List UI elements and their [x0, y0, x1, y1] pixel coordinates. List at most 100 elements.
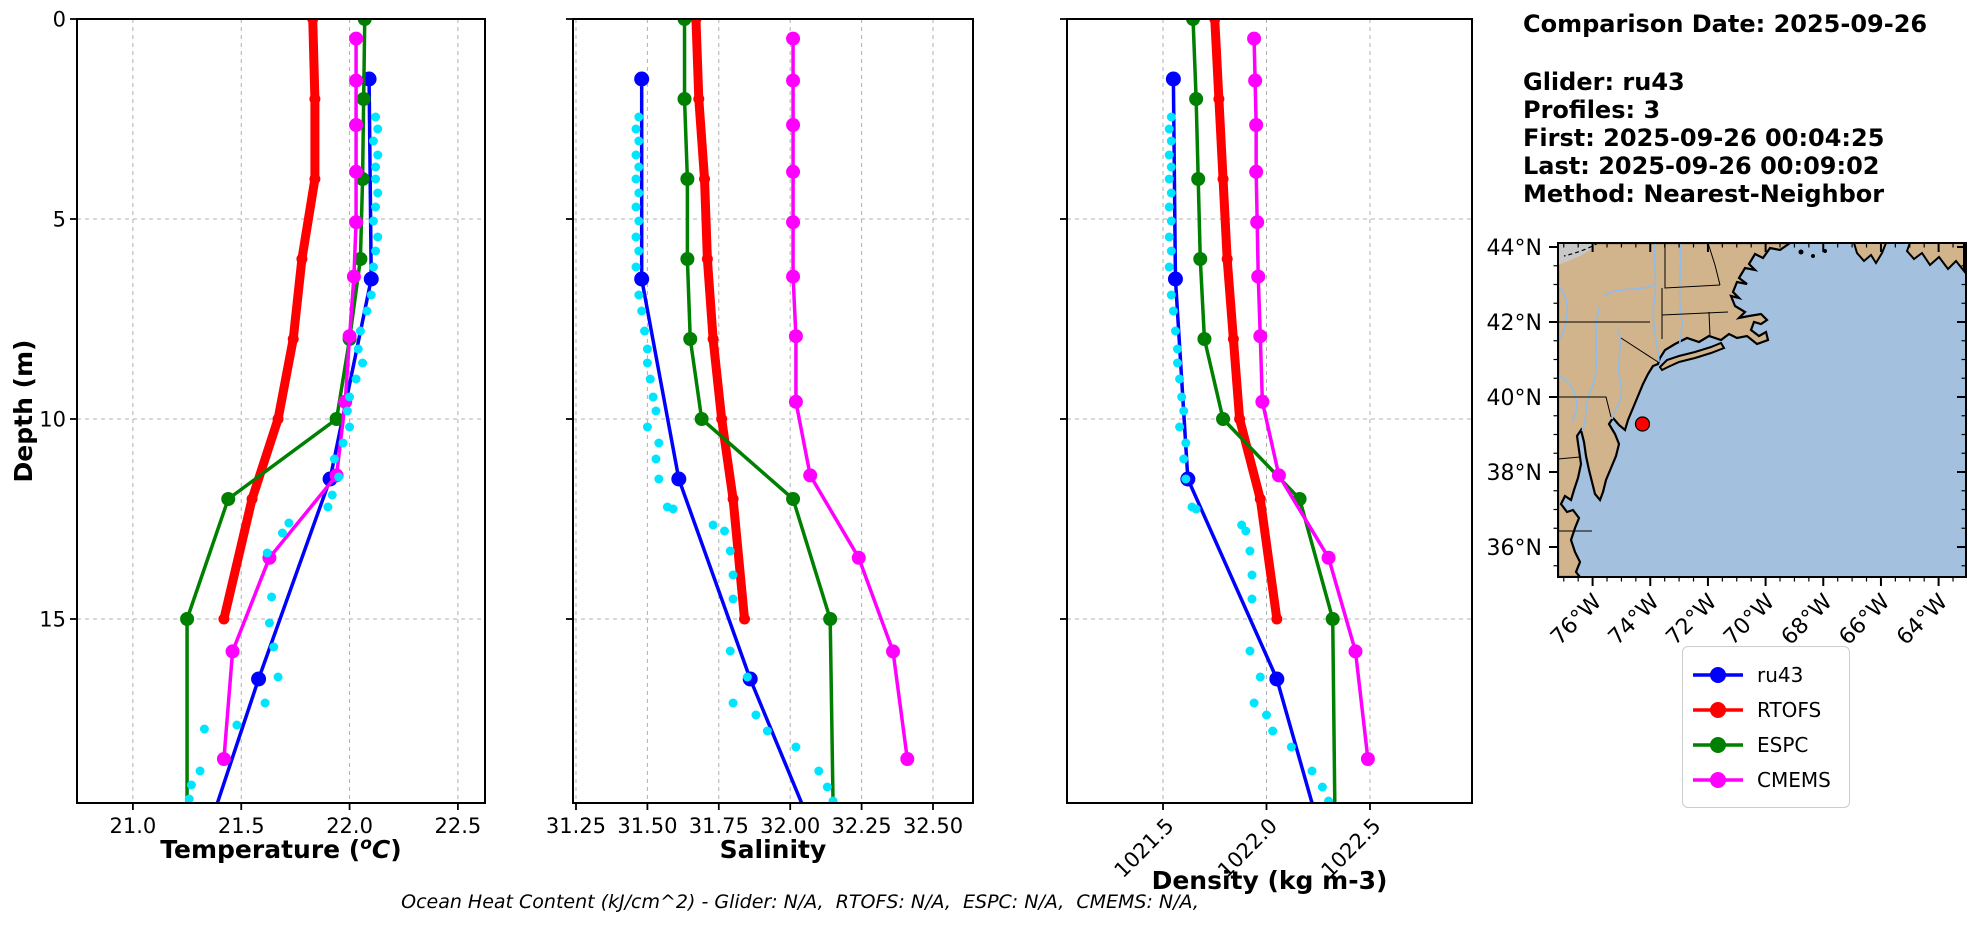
map-lat-label: 36°N	[1487, 536, 1542, 561]
series-CMEMS	[1247, 31, 1375, 766]
data-point-glider-raw	[1166, 290, 1176, 300]
data-point-CMEMS	[1248, 73, 1263, 88]
data-point-glider-raw	[654, 438, 664, 448]
x-axis-label: Salinity	[720, 835, 827, 864]
map-lon-label: 64°W	[1892, 589, 1953, 650]
map-river	[1558, 374, 1578, 422]
legend-label: RTOFS	[1757, 697, 1822, 722]
data-point-CMEMS	[349, 31, 364, 46]
x-axis-label: Density (kg m-3)	[1152, 866, 1388, 895]
data-point-RTOFS	[1221, 253, 1233, 265]
legend-label: ru43	[1757, 662, 1804, 687]
data-point-glider-raw	[708, 520, 718, 530]
data-point-glider-raw	[273, 672, 283, 682]
x-tick-label: 22.5	[435, 814, 482, 838]
data-point-ru43	[1269, 671, 1285, 687]
data-point-glider-raw	[371, 246, 381, 256]
data-point-CMEMS	[1321, 550, 1336, 565]
data-point-glider-raw	[720, 526, 730, 536]
ohc-caption: Ocean Heat Content (kJ/cm^2) - Glider: N…	[401, 891, 1199, 913]
data-point-ESPC	[356, 92, 371, 106]
data-point-CMEMS	[786, 164, 801, 179]
data-point-glider-raw	[828, 796, 838, 803]
series-line-CMEMS	[1252, 36, 1370, 761]
data-point-CMEMS	[786, 31, 801, 46]
data-point-CMEMS	[1255, 394, 1270, 409]
data-point-glider-raw	[264, 618, 274, 628]
data-point-CMEMS	[788, 329, 803, 344]
plot-frame	[572, 18, 974, 804]
data-point-glider-raw	[631, 232, 641, 242]
data-point-RTOFS	[1217, 173, 1229, 185]
data-point-glider-raw	[342, 406, 352, 416]
data-point-glider-raw	[631, 174, 641, 184]
x-tick-label: 32.25	[832, 814, 892, 838]
data-point-glider-raw	[642, 344, 652, 354]
data-point-glider-raw	[1170, 326, 1180, 336]
data-point-glider-raw	[1166, 162, 1176, 172]
data-point-glider-raw	[371, 174, 381, 184]
data-point-RTOFS	[739, 613, 751, 625]
data-point-CMEMS	[349, 215, 364, 230]
y-tick-label: 0	[53, 8, 66, 32]
data-point-ESPC	[180, 612, 195, 626]
data-point-glider-raw	[728, 698, 738, 708]
map-lon-label: 66°W	[1835, 589, 1896, 650]
series-glider-raw	[184, 112, 383, 803]
data-point-glider-raw	[351, 374, 361, 384]
data-point-ru43	[363, 271, 379, 287]
data-point-glider-raw	[822, 782, 832, 792]
data-point-glider-raw	[634, 188, 644, 198]
legend-item-cmems: CMEMS	[1691, 762, 1843, 797]
data-point-RTOFS	[727, 493, 739, 505]
data-point-glider-raw	[751, 710, 761, 720]
data-point-glider-raw	[631, 262, 641, 272]
data-point-glider-raw	[645, 374, 655, 384]
series-glider-raw	[1164, 112, 1334, 803]
y-tick-label: 15	[39, 608, 66, 632]
data-point-CMEMS	[346, 269, 361, 284]
data-point-glider-raw	[634, 136, 644, 146]
map-lat-label: 40°N	[1487, 386, 1542, 411]
series-ru43	[215, 71, 379, 803]
legend-swatch	[1693, 666, 1743, 683]
map-river	[1678, 243, 1683, 346]
series-glider-raw	[631, 112, 838, 803]
series-line-RTOFS	[219, 19, 320, 624]
map-land-long-island	[1658, 341, 1726, 372]
data-point-glider-raw	[277, 528, 287, 538]
data-point-glider-raw	[373, 124, 383, 134]
data-point-RTOFS	[309, 173, 321, 185]
data-point-glider-raw	[269, 642, 279, 652]
data-point-CMEMS	[1247, 31, 1262, 46]
data-point-glider-raw	[358, 358, 368, 368]
data-point-ru43	[634, 271, 650, 287]
x-tick-label: 32.00	[760, 814, 820, 838]
data-point-glider-raw	[1179, 406, 1189, 416]
data-point-RTOFS	[1234, 413, 1246, 425]
data-point-RTOFS	[307, 19, 319, 25]
map-state-border	[1707, 243, 1721, 286]
data-point-glider-raw	[634, 216, 644, 226]
data-point-glider-raw	[338, 438, 348, 448]
data-point-ru43	[634, 71, 650, 87]
info-line: Last: 2025-09-26 00:09:02	[1523, 152, 1880, 180]
data-point-glider-raw	[814, 766, 824, 776]
map-lat-label: 38°N	[1487, 461, 1542, 486]
data-point-glider-raw	[371, 112, 381, 122]
map-lon-label: 74°W	[1604, 589, 1665, 650]
data-point-glider-raw	[345, 392, 355, 402]
data-point-glider-raw	[1181, 438, 1191, 448]
data-point-CMEMS	[851, 550, 866, 565]
x-tick-label: 31.75	[689, 814, 749, 838]
data-point-glider-raw	[1255, 672, 1265, 682]
data-point-CMEMS	[342, 329, 357, 344]
data-point-CMEMS	[1249, 118, 1264, 132]
data-point-RTOFS	[1209, 19, 1221, 25]
data-point-RTOFS	[693, 93, 705, 105]
data-point-glider-raw	[1181, 474, 1191, 484]
data-point-RTOFS	[690, 19, 702, 25]
data-point-glider-raw	[642, 358, 652, 368]
